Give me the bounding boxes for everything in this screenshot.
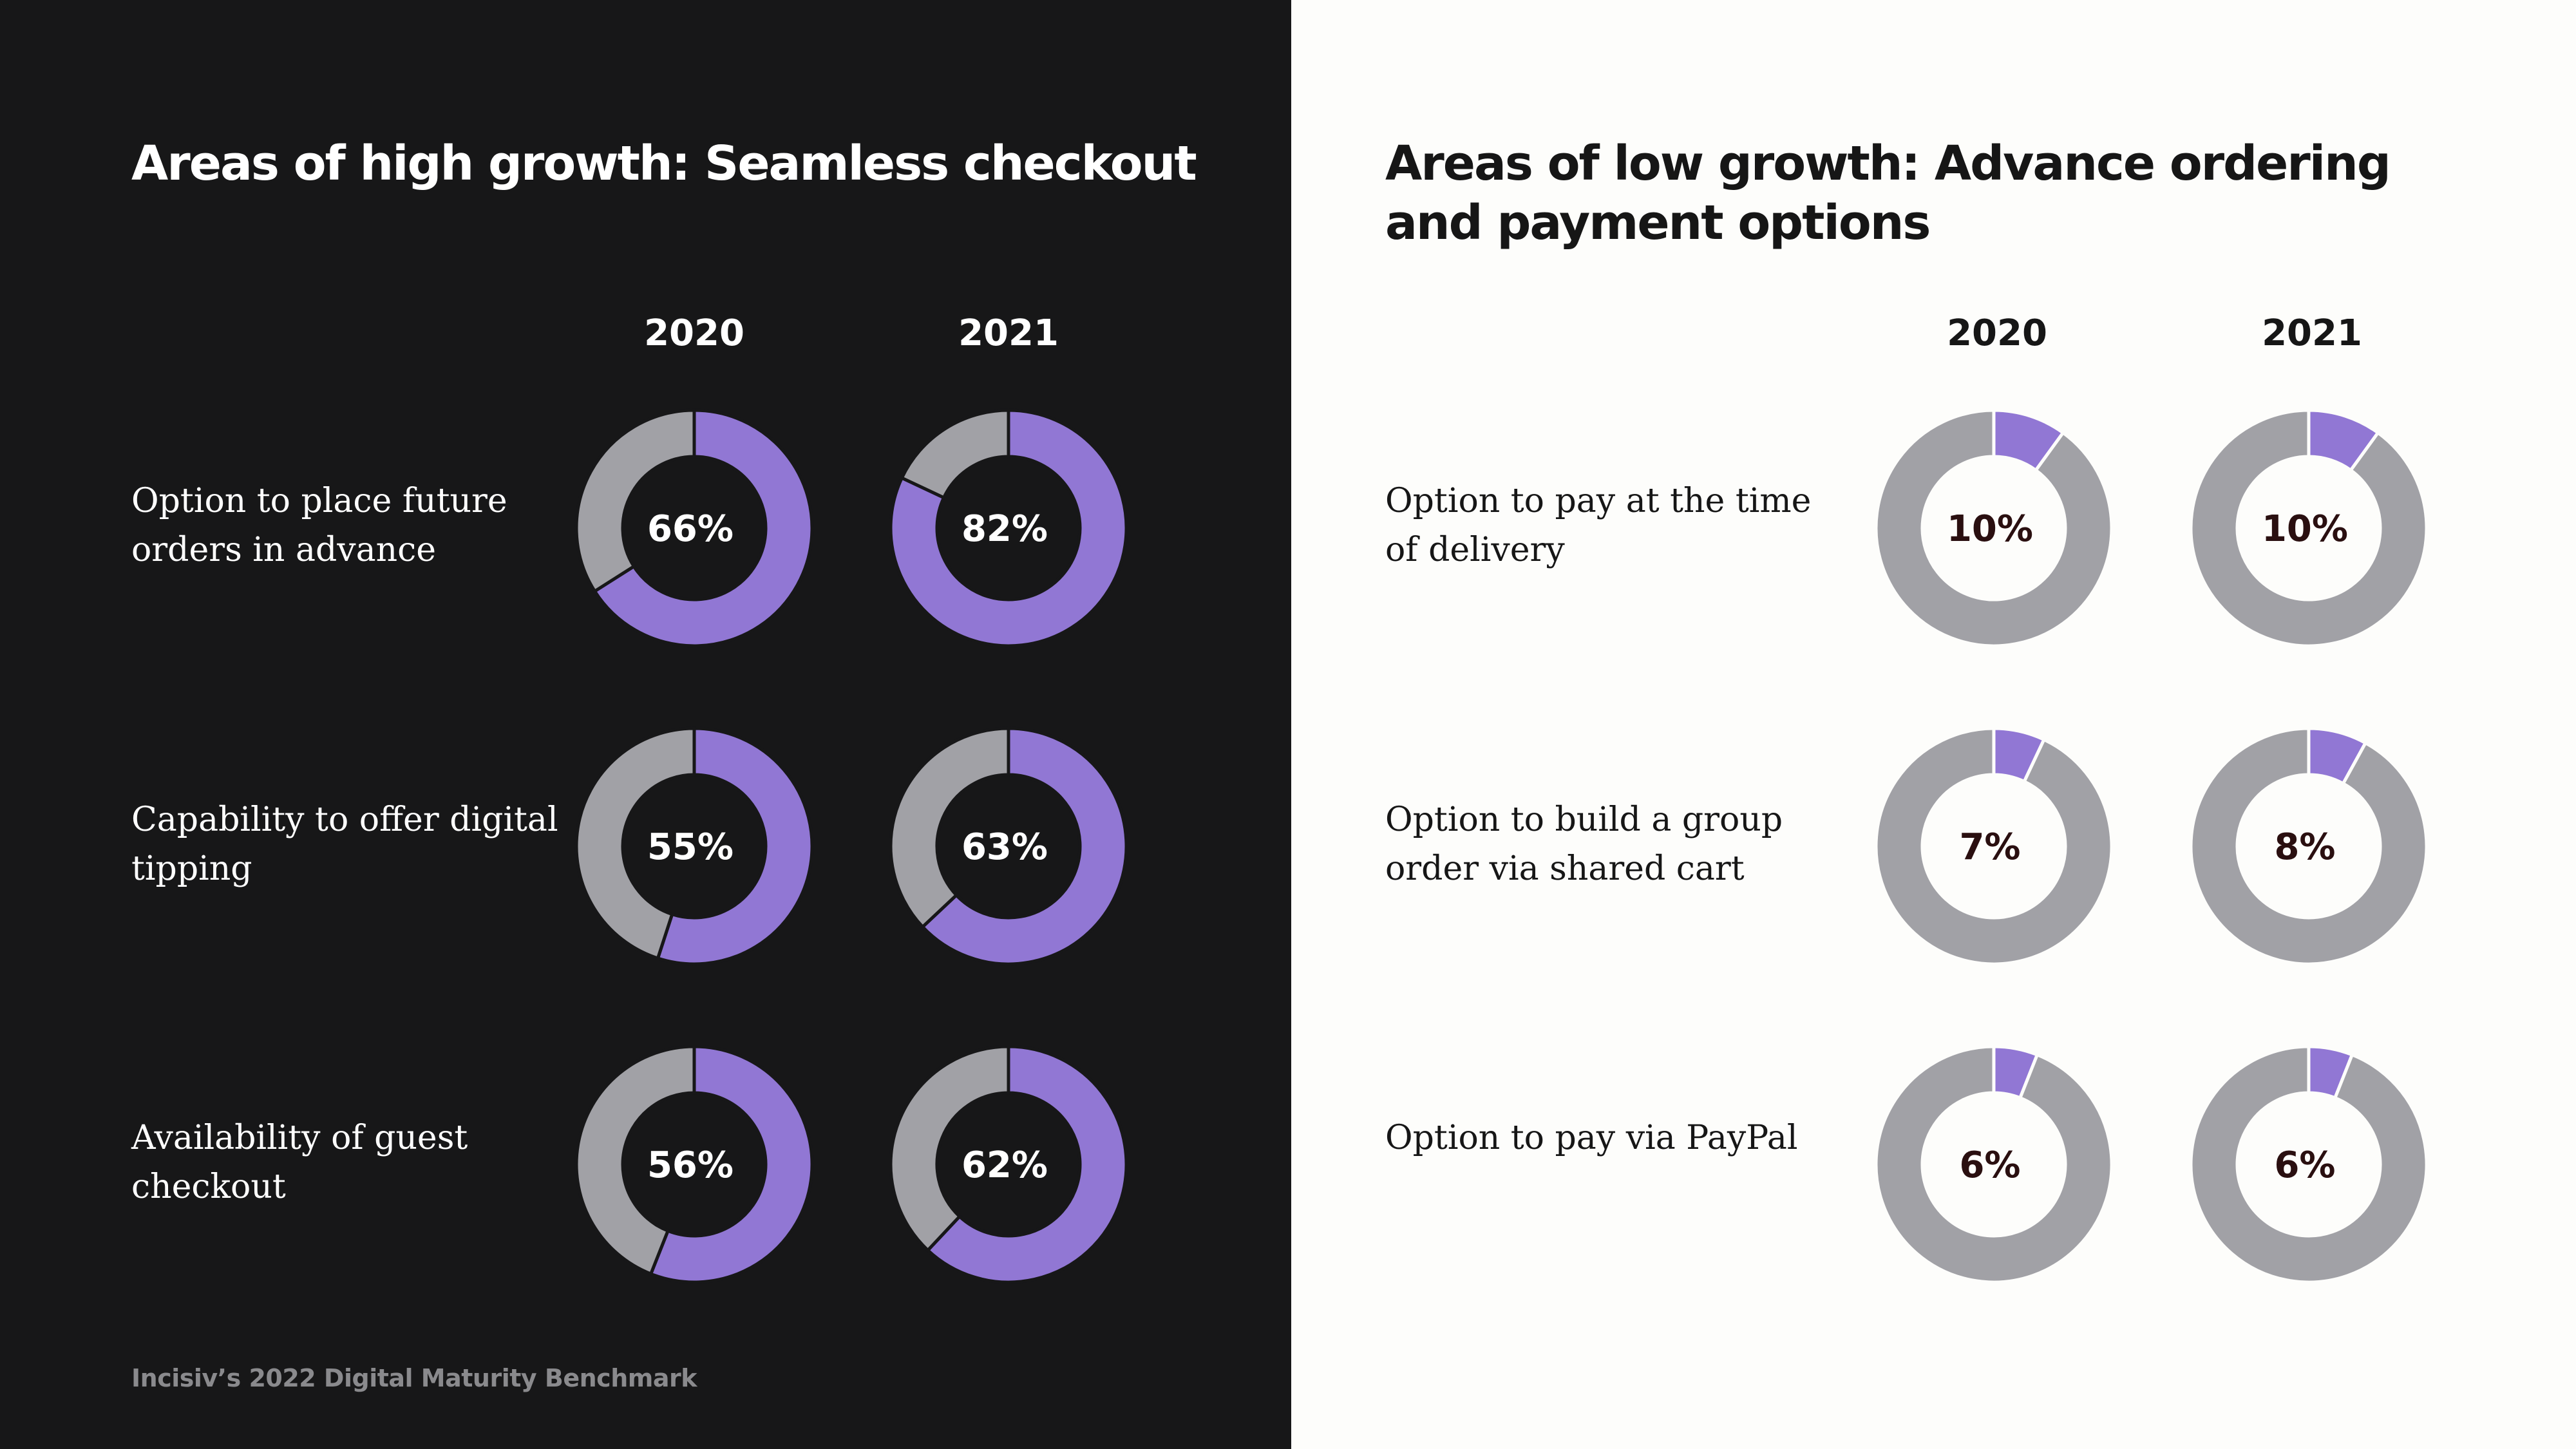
right-donut-2021-row-1: 10% [2189, 408, 2429, 648]
donut-segment-value [2307, 1045, 2354, 1100]
donut-segment-value [1992, 1045, 2039, 1100]
donut-percent-label: 62% [961, 1144, 1048, 1186]
donut-segment-value [1992, 408, 2065, 472]
left-year-2021-header: 2021 [958, 312, 1059, 354]
left-donut-2020-row-2: 55% [574, 726, 814, 966]
right-year-2020-header: 2020 [1947, 312, 2047, 354]
donut-percent-label: 63% [961, 826, 1048, 868]
donut-percent-label: 66% [647, 508, 734, 550]
footer-source: Incisiv’s 2022 Digital Maturity Benchmar… [131, 1364, 697, 1392]
donut-segment-remainder [2189, 1045, 2429, 1284]
left-donut-2020-row-1: 66% [574, 408, 814, 648]
donut-percent-label: 6% [2274, 1144, 2335, 1186]
donut-segment-value [592, 408, 814, 648]
right-year-2021-header: 2021 [2262, 312, 2362, 354]
right-donut-2021-row-2: 8% [2189, 726, 2429, 966]
left-donut-chart: 66% 55% 56% 82% 63% 62% [574, 408, 1128, 1284]
donut-segment-value [649, 1045, 814, 1284]
donut-percent-label: 10% [2262, 508, 2348, 550]
donut-segment-value [2307, 408, 2380, 472]
donut-segment-value [656, 726, 814, 966]
right-donut-2020-row-2: 7% [1874, 726, 2114, 966]
donut-segment-value [1992, 726, 2046, 784]
donut-percent-label: 56% [647, 1144, 734, 1186]
right-donut-2020-row-1: 10% [1874, 408, 2114, 648]
right-panel-low-growth: Areas of low growth: Advance ordering an… [1291, 0, 2576, 1449]
donut-segment-remainder [889, 1045, 1010, 1252]
right-row-label-paypal: Option to pay via PayPal [1385, 1119, 1798, 1157]
right-donut-2020-row-3: 6% [1874, 1045, 2114, 1284]
donut-segment-remainder [574, 1045, 696, 1276]
donut-segment-remainder [574, 408, 696, 593]
right-row-label-pay-at-delivery: Option to pay at the time of delivery [1385, 482, 1812, 569]
left-donut-2020-row-3: 56% [574, 1045, 814, 1284]
right-panel-title: Areas of low growth: Advance ordering an… [1385, 136, 2391, 251]
donut-segment-remainder [1874, 1045, 2114, 1284]
donut-percent-label: 8% [2274, 826, 2335, 868]
left-panel-title: Areas of high growth: Seamless checkout [131, 136, 1197, 191]
right-row-label-group-order: Option to build a group order via shared… [1385, 800, 1783, 888]
donut-percent-label: 6% [1959, 1144, 2020, 1186]
donut-percent-label: 55% [647, 826, 734, 868]
left-row-label-guest-checkout: Availability of guest checkout [131, 1119, 468, 1206]
donut-percent-label: 7% [1959, 826, 2020, 868]
donut-segment-remainder [2189, 408, 2429, 648]
donut-segment-remainder [889, 726, 1010, 929]
right-donut-2021-row-3: 6% [2189, 1045, 2429, 1284]
left-year-2020-header: 2020 [644, 312, 744, 354]
left-donut-2021-row-1: 82% [889, 408, 1128, 648]
donut-segment-value [921, 726, 1128, 966]
donut-segment-remainder [900, 408, 1010, 500]
left-row-label-digital-tipping: Capability to offer digital tipping [131, 800, 558, 888]
left-row-label-future-orders: Option to place future orders in advance [131, 482, 507, 569]
donut-segment-remainder [2189, 726, 2429, 966]
donut-segment-value [889, 408, 1128, 648]
donut-percent-label: 10% [1947, 508, 2033, 550]
left-panel-high-growth: Areas of high growth: Seamless checkout … [0, 0, 1291, 1449]
left-donut-2021-row-2: 63% [889, 726, 1128, 966]
left-donut-2021-row-3: 62% [889, 1045, 1128, 1284]
donut-segment-value [926, 1045, 1128, 1284]
donut-segment-remainder [1874, 726, 2114, 966]
donut-segment-remainder [574, 726, 696, 960]
donut-percent-label: 82% [961, 508, 1048, 550]
donut-segment-value [2307, 726, 2367, 786]
donut-segment-remainder [1874, 408, 2114, 648]
